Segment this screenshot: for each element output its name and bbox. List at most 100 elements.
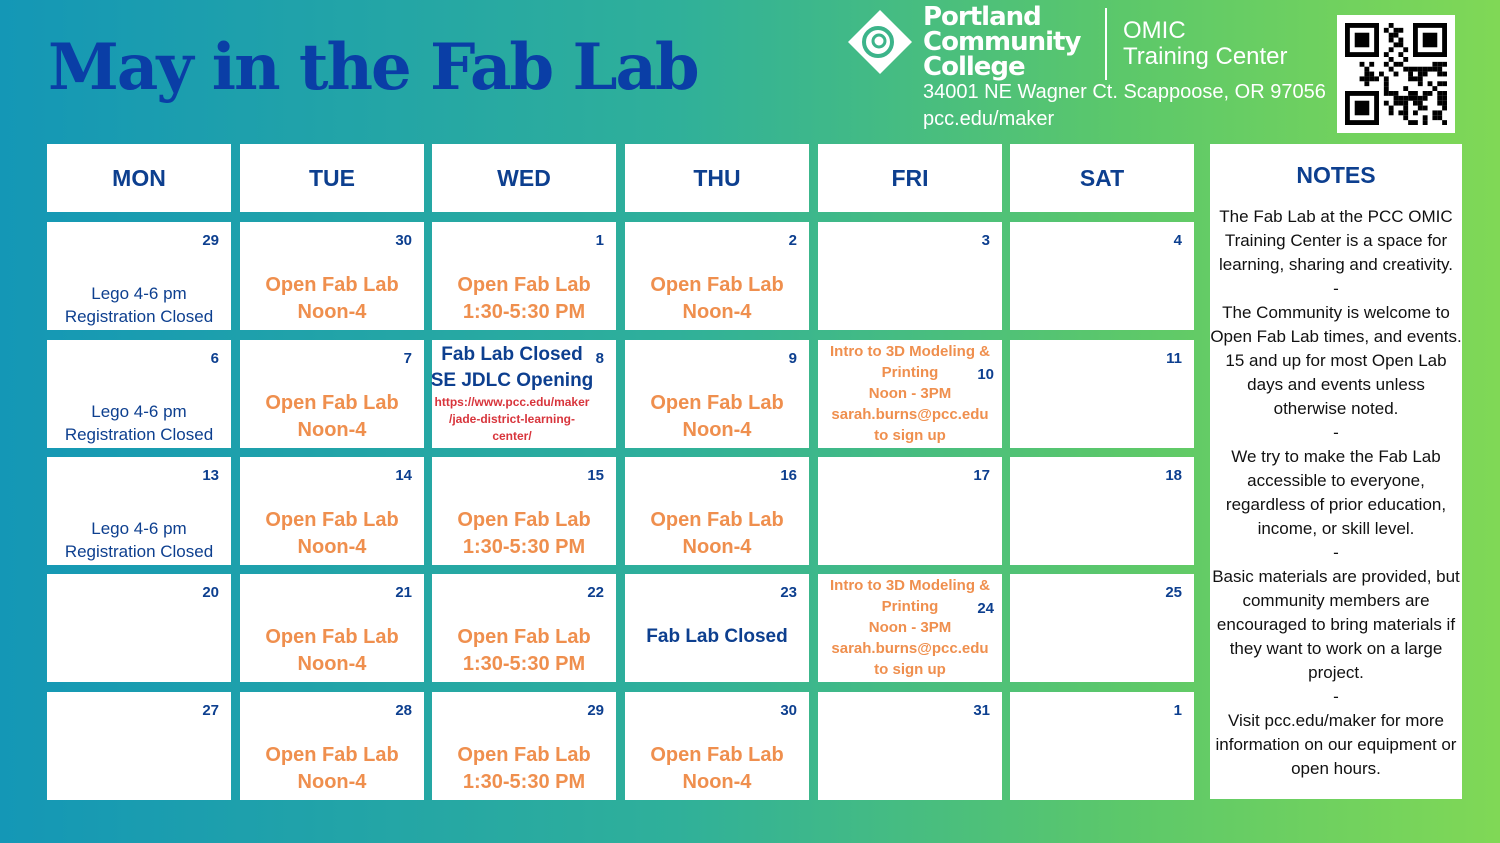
day-header-sat: SAT (1010, 144, 1194, 212)
event-text: Open Fab Lab (265, 626, 399, 648)
day-number: 29 (587, 702, 604, 719)
event-text: Registration Closed (64, 307, 214, 326)
event-text: Noon-4 (682, 301, 752, 323)
calendar-day-cell[interactable]: 24 Intro to 3D Modeling & Printing Noon - 3… (818, 574, 1002, 682)
event-text: Open Fab Lab (265, 274, 399, 296)
day-number: 17 (973, 467, 990, 484)
note-paragraph: Visit pcc.edu/maker for more information… (1215, 711, 1457, 778)
day-number: 30 (780, 702, 797, 719)
calendar-day-cell[interactable]: 11 (1010, 340, 1194, 448)
event-text: Noon-4 (682, 419, 752, 441)
event-link[interactable]: https://www.pcc.edu/maker (434, 395, 590, 409)
calendar-day-cell[interactable]: 30 Open Fab Lab Noon-4 (240, 222, 424, 330)
note-paragraph: - (1333, 423, 1339, 442)
brand-line: Portland (923, 2, 1042, 32)
day-number: 21 (395, 584, 412, 601)
event-text: Open Fab Lab (650, 274, 784, 296)
center-line: Training Center (1123, 43, 1288, 70)
day-number: 23 (780, 584, 797, 601)
page-title: May in the Fab Lab (48, 30, 700, 105)
calendar-day-cell[interactable]: 9 Open Fab Lab Noon-4 (625, 340, 809, 448)
note-paragraph: - (1333, 687, 1339, 706)
calendar-day-cell[interactable]: 13 Lego 4-6 pm Registration Closed (47, 457, 231, 565)
day-header-mon: MON (47, 144, 231, 212)
brand-line: Community (923, 27, 1081, 57)
day-number: 6 (210, 350, 219, 367)
event-text: SE JDLC Opening (430, 370, 594, 391)
day-header-tue: TUE (240, 144, 424, 212)
calendar-day-cell[interactable]: 8 Fab Lab Closed SE JDLC Opening https://ww… (430, 340, 616, 448)
event-text: Noon-4 (297, 419, 367, 441)
day-header-thu: THU (625, 144, 809, 212)
event-text: 1:30-5:30 PM (462, 536, 586, 558)
calendar-day-cell[interactable]: 16 Open Fab Lab Noon-4 (625, 457, 809, 565)
calendar-day-cell[interactable]: 21 Open Fab Lab Noon-4 (240, 574, 424, 682)
event-text: 1:30-5:30 PM (462, 653, 586, 675)
day-number: 8 (595, 350, 604, 367)
day-number: 4 (1173, 232, 1182, 249)
event-text: Noon-4 (297, 771, 367, 793)
event-text: to sign up (874, 661, 946, 678)
calendar-day-cell[interactable]: 27 (47, 692, 231, 800)
calendar-day-cell[interactable]: 4 (1010, 222, 1194, 330)
calendar-day-cell[interactable]: 29 Open Fab Lab 1:30-5:30 PM (432, 692, 616, 800)
calendar-day-cell[interactable]: 1 Open Fab Lab 1:30-5:30 PM (432, 222, 616, 330)
note-paragraph: Basic materials are provided, but commun… (1212, 567, 1460, 682)
calendar-day-cell[interactable]: 28 Open Fab Lab Noon-4 (240, 692, 424, 800)
event-text: sarah.burns@pcc.edu (831, 640, 989, 657)
calendar-day-cell[interactable]: 15 Open Fab Lab 1:30-5:30 PM (432, 457, 616, 565)
event-text: Open Fab Lab (650, 744, 784, 766)
day-number: 2 (788, 232, 797, 249)
event-text: Noon-4 (682, 771, 752, 793)
day-number: 25 (1165, 584, 1182, 601)
calendar-day-cell[interactable]: 7 Open Fab Lab Noon-4 (240, 340, 424, 448)
calendar-day-cell[interactable]: 18 (1010, 457, 1194, 565)
event-text: Fab Lab Closed (646, 626, 788, 647)
calendar-day-cell[interactable]: 22 Open Fab Lab 1:30-5:30 PM (432, 574, 616, 682)
calendar-day-cell[interactable]: 29 Lego 4-6 pm Registration Closed (47, 222, 231, 330)
website-link[interactable]: pcc.edu/maker (923, 108, 1055, 130)
qr-code[interactable] (1337, 15, 1455, 133)
day-number: 3 (981, 232, 990, 249)
calendar-day-cell[interactable]: 1 (1010, 692, 1194, 800)
event-text: sarah.burns@pcc.edu (831, 406, 989, 423)
calendar-day-cell[interactable]: 30 Open Fab Lab Noon-4 (625, 692, 809, 800)
event-text: Intro to 3D Modeling & (830, 343, 990, 360)
event-link[interactable]: center/ (492, 429, 532, 443)
calendar-day-cell[interactable]: 25 (1010, 574, 1194, 682)
day-number: 14 (395, 467, 412, 484)
notes-panel: NOTES The Fab Lab at the PCC OMIC Traini… (1210, 144, 1462, 799)
event-text: Intro to 3D Modeling & (830, 577, 990, 594)
event-text: Open Fab Lab (650, 509, 784, 531)
day-number: 31 (973, 702, 990, 719)
calendar-day-cell[interactable]: 23 Fab Lab Closed (625, 574, 809, 682)
event-text: Open Fab Lab (457, 744, 591, 766)
day-number: 1 (595, 232, 604, 249)
event-text: 1:30-5:30 PM (462, 771, 586, 793)
calendar-day-cell[interactable]: 17 (818, 457, 1002, 565)
calendar-day-cell[interactable]: 6 Lego 4-6 pm Registration Closed (47, 340, 231, 448)
calendar-day-cell[interactable]: 10 Intro to 3D Modeling & Printing Noon - 3… (818, 340, 1002, 448)
day-number: 27 (202, 702, 219, 719)
event-text: Open Fab Lab (457, 274, 591, 296)
event-link[interactable]: /jade-district-learning- (448, 412, 576, 426)
event-text: Open Fab Lab (265, 744, 399, 766)
event-text: to sign up (874, 427, 946, 444)
calendar-day-cell[interactable]: 2 Open Fab Lab Noon-4 (625, 222, 809, 330)
calendar-day-cell[interactable]: 20 (47, 574, 231, 682)
day-number: 11 (1166, 350, 1182, 367)
event-text: Printing (881, 364, 939, 381)
notes-title: NOTES (1296, 162, 1376, 188)
event-text: Printing (881, 598, 939, 615)
day-number: 29 (202, 232, 219, 249)
event-text: Open Fab Lab (265, 509, 399, 531)
day-header-fri: FRI (818, 144, 1002, 212)
note-paragraph: The Fab Lab at the PCC OMIC Training Cen… (1218, 207, 1454, 274)
calendar-day-cell[interactable]: 31 (818, 692, 1002, 800)
calendar-day-cell[interactable]: 3 (818, 222, 1002, 330)
day-number: 22 (587, 584, 604, 601)
calendar-day-cell[interactable]: 14 Open Fab Lab Noon-4 (240, 457, 424, 565)
event-text: Registration Closed (64, 542, 214, 561)
day-number: 15 (587, 467, 604, 484)
event-text: Fab Lab Closed (441, 344, 583, 365)
